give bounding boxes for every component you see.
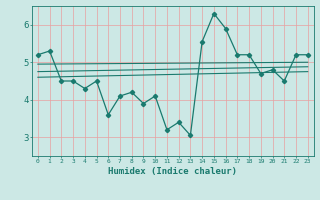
X-axis label: Humidex (Indice chaleur): Humidex (Indice chaleur) <box>108 167 237 176</box>
